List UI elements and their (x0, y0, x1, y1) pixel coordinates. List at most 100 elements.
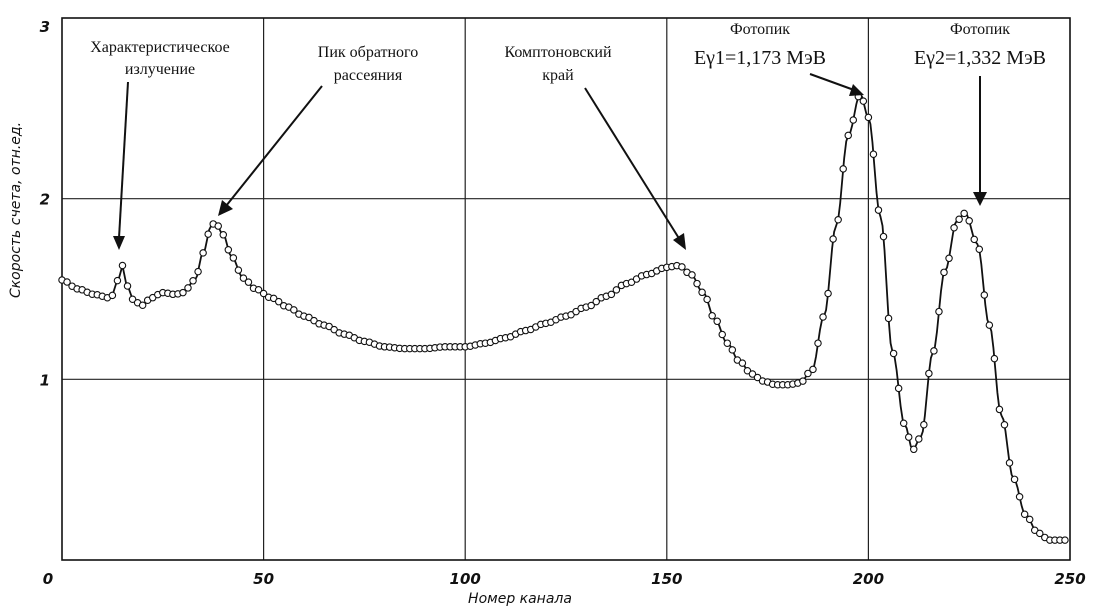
annotation-characteristic-line1: Характеристическое (90, 39, 230, 56)
data-point (753, 373, 762, 382)
data-point (904, 433, 913, 441)
arrow-characteristic (113, 81, 129, 250)
arrow-photopeak2 (973, 76, 987, 206)
x-tick-label: 50 (253, 570, 274, 588)
x-tick-label: 150 (651, 570, 682, 588)
data-point (1010, 475, 1019, 484)
x-tick-label: 100 (450, 570, 481, 588)
data-point (269, 294, 278, 303)
data-point (728, 346, 737, 354)
plot-frame (61, 17, 1071, 561)
y-tick-label: 1 (40, 371, 50, 389)
annotation-compton-line2: край (542, 67, 574, 84)
data-point (844, 131, 852, 140)
data-point (63, 278, 71, 286)
data-point (234, 266, 243, 274)
data-point (894, 384, 903, 393)
data-point (975, 245, 984, 254)
data-point (118, 261, 127, 270)
data-point (980, 291, 989, 299)
data-point (592, 297, 600, 306)
data-point (607, 290, 616, 299)
data-point (829, 235, 837, 243)
data-point (290, 306, 298, 314)
data-point (889, 349, 898, 358)
data-point (930, 347, 938, 355)
data-point (688, 271, 696, 279)
data-point (1000, 420, 1009, 429)
data-point (239, 274, 248, 282)
data-point (814, 339, 822, 347)
data-point (864, 113, 873, 122)
data-point (678, 263, 686, 271)
data-point (718, 330, 726, 339)
data-point (970, 235, 978, 244)
data-point (214, 222, 222, 230)
data-point (955, 215, 963, 224)
data-point (194, 267, 202, 276)
data-point (839, 165, 847, 173)
data-point (899, 419, 908, 428)
data-point (935, 307, 943, 316)
data-point (244, 278, 253, 286)
data-point (179, 288, 187, 297)
annotation-photopeak1-line1: Фотопик (730, 21, 790, 38)
annotation-photopeak2-line2: Eγ2=1,332 МэВ (914, 47, 1046, 69)
data-point (713, 317, 721, 326)
data-point (1015, 493, 1024, 501)
data-point (960, 209, 968, 218)
annotation-backscatter-line2: рассеяния (334, 67, 403, 84)
data-point (723, 339, 732, 347)
data-point (819, 313, 827, 321)
data-point (224, 246, 233, 254)
data-point (123, 282, 132, 290)
arrow-backscatter (218, 85, 323, 216)
data-point (985, 321, 994, 329)
data-point (254, 286, 263, 294)
data-point (804, 369, 812, 378)
data-point (925, 369, 933, 378)
y-axis-label: Скорость счета, отн.ед. (8, 122, 24, 298)
data-point (1025, 515, 1034, 524)
data-point (869, 150, 878, 158)
arrow-compton (584, 87, 686, 250)
x-tick-label: 0 (43, 570, 53, 588)
data-point (799, 377, 807, 385)
data-point (849, 116, 858, 124)
data-point (693, 279, 701, 288)
data-point (809, 365, 817, 374)
x-tick-label: 250 (1054, 570, 1085, 588)
data-point (824, 289, 832, 298)
data-point (995, 405, 1004, 414)
data-point (738, 359, 747, 367)
y-tick-label: 3 (40, 18, 50, 36)
x-tick-label: 200 (853, 570, 884, 588)
data-point (612, 286, 621, 294)
data-point (138, 301, 147, 310)
data-point (834, 215, 842, 224)
data-point (1020, 510, 1029, 518)
data-point (990, 354, 999, 363)
arrow-photopeak1 (809, 73, 864, 96)
data-point (108, 291, 117, 300)
data-point (1061, 536, 1069, 544)
data-point (199, 249, 207, 257)
data-point (1036, 529, 1044, 538)
annotation-photopeak2-line1: Фотопик (950, 21, 1010, 38)
annotation-photopeak1-line2: Eγ1=1,173 МэВ (694, 47, 826, 69)
data-point (698, 288, 706, 297)
annotation-backscatter-line1: Пик обратного (318, 44, 418, 61)
y-tick-label: 2 (40, 191, 50, 209)
annotation-compton-line1: Комптоновский (504, 44, 612, 61)
data-point (859, 97, 868, 105)
data-point (189, 277, 197, 285)
data-point (204, 230, 212, 238)
data-point (229, 254, 238, 262)
data-point (708, 311, 716, 320)
data-point (743, 366, 752, 375)
x-axis-label: Номер канала (468, 591, 572, 607)
data-point (274, 297, 283, 306)
data-point (219, 231, 228, 239)
